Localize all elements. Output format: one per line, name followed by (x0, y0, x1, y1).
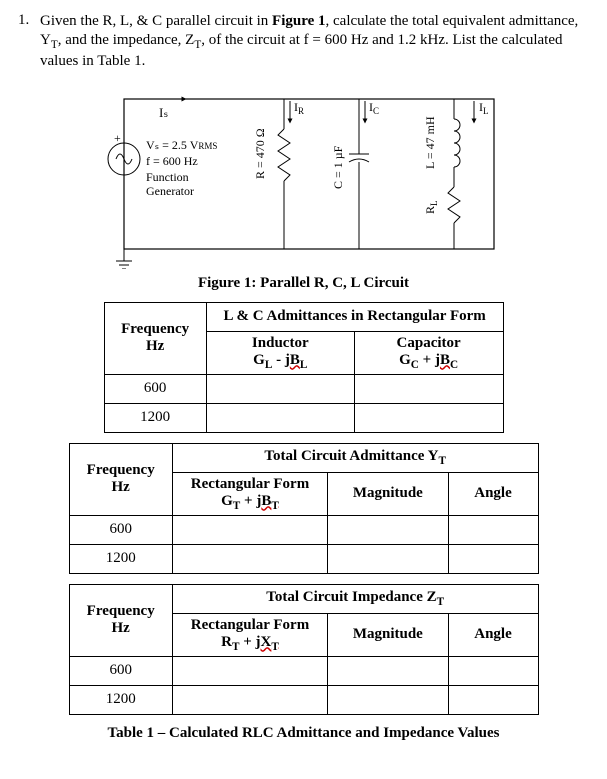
table-total-admittance: Frequency Hz Total Circuit Admittance YT… (69, 443, 539, 574)
t1-cap: Capacitor (397, 335, 461, 351)
table-total-impedance: Frequency Hz Total Circuit Impedance ZT … (69, 584, 539, 715)
t3-r2-rect (172, 685, 327, 714)
svg-text:IC: IC (369, 100, 379, 116)
t1-cap2e: C (450, 359, 458, 371)
t1-freq2: Hz (146, 338, 164, 354)
t1-ind2a: G (253, 352, 265, 368)
t1-r2-ind (206, 403, 354, 432)
t2-r2-ang (448, 544, 538, 573)
q-text-1: Given the R, L, & C parallel circuit in (40, 13, 272, 29)
t2-rect2a: G (221, 493, 233, 509)
t2-r1-freq: 600 (69, 515, 172, 544)
t2-r1-ang (448, 515, 538, 544)
t3-freq1: Frequency (87, 603, 155, 619)
table-caption: Table 1 – Calculated RLC Admittance and … (18, 725, 589, 742)
label-vs-rms: RMS (198, 141, 217, 151)
label-is: Iₛ (159, 105, 168, 120)
t3-r1-ang (448, 656, 538, 685)
t2-mag: Magnitude (328, 472, 448, 515)
t2-rect2e: T (271, 500, 279, 512)
svg-text:Vₛ = 2.5 VRMS: Vₛ = 2.5 VRMS (146, 138, 217, 152)
t2-span: Total Circuit Admittance Y (264, 448, 438, 464)
t2-ang: Angle (448, 472, 538, 515)
label-f: f = 600 Hz (146, 154, 198, 168)
svg-text:+: + (114, 131, 121, 145)
t1-r2-freq: 1200 (104, 403, 206, 432)
q-text-3: , and the impedance, Z (58, 32, 195, 48)
t2-r1-mag (328, 515, 448, 544)
t2-rect2c: + j (240, 493, 261, 509)
question-body: Given the R, L, & C parallel circuit in … (40, 12, 589, 71)
t3-rect2e: T (271, 641, 279, 653)
t3-rect2a: R (221, 634, 232, 650)
question-block: 1. Given the R, L, & C parallel circuit … (18, 12, 589, 71)
t1-ind: Inductor (252, 335, 309, 351)
table-lc-admittances: Frequency Hz L & C Admittances in Rectan… (104, 302, 504, 433)
t1-ind2e: L (300, 359, 308, 371)
t1-freq1: Frequency (121, 321, 189, 337)
t3-span-sub: T (437, 596, 445, 608)
t3-r2-mag (328, 685, 448, 714)
svg-text:RL: RL (423, 200, 439, 214)
t2-r1-rect (172, 515, 327, 544)
label-r: R = 470 Ω (253, 128, 267, 179)
t2-span-sub: T (438, 455, 446, 467)
label-ic-sub: C (373, 106, 379, 116)
t3-rect: Rectangular Form (191, 617, 309, 633)
t2-r2-rect (172, 544, 327, 573)
label-rl: R (423, 206, 437, 214)
t3-rect2c: + j (239, 634, 260, 650)
figure-caption: Figure 1: Parallel R, C, L Circuit (198, 275, 409, 292)
circuit-diagram: + Iₛ Vₛ = 2.5 VRMS f = 600 Hz Function G… (94, 79, 514, 269)
t1-cap2a: G (399, 352, 411, 368)
t3-ang: Angle (448, 613, 538, 656)
t1-span: L & C Admittances in Rectangular Form (206, 302, 503, 331)
t1-r1-freq: 600 (104, 374, 206, 403)
svg-text:IL: IL (479, 100, 489, 116)
t2-r2-mag (328, 544, 448, 573)
label-c: C = 1 µF (331, 145, 345, 189)
t2-freq2: Hz (112, 479, 130, 495)
t2-rect: Rectangular Form (191, 476, 309, 492)
q-figref: Figure 1 (272, 13, 325, 29)
label-gen: Generator (146, 184, 194, 198)
t2-rect2d: B (261, 493, 271, 509)
q-sub-t1: T (51, 39, 58, 51)
t2-freq1: Frequency (87, 462, 155, 478)
label-ir-sub: R (298, 106, 304, 116)
t1-cap2b: C (411, 359, 419, 371)
t3-r2-ang (448, 685, 538, 714)
t3-mag: Magnitude (328, 613, 448, 656)
t3-freq2: Hz (112, 620, 130, 636)
t3-span: Total Circuit Impedance Z (266, 589, 436, 605)
t3-r2-freq: 1200 (69, 685, 172, 714)
t1-cap2d: B (440, 352, 450, 368)
t3-r1-rect (172, 656, 327, 685)
t1-r1-ind (206, 374, 354, 403)
t3-rect2d: X (261, 634, 272, 650)
figure-wrap: + Iₛ Vₛ = 2.5 VRMS f = 600 Hz Function G… (18, 79, 589, 302)
label-func: Function (146, 170, 189, 184)
label-l: L = 47 mH (423, 116, 437, 169)
label-vs: Vₛ = 2.5 V (146, 138, 199, 152)
t1-r1-cap (354, 374, 503, 403)
svg-text:IR: IR (294, 100, 304, 116)
t1-ind2d: B (290, 352, 300, 368)
t1-cap2c: + j (419, 352, 440, 368)
label-il-sub: L (483, 106, 489, 116)
t1-ind2c: - j (272, 352, 290, 368)
t1-r2-cap (354, 403, 503, 432)
t3-r1-freq: 600 (69, 656, 172, 685)
question-number: 1. (18, 12, 40, 29)
label-rl-sub: L (429, 200, 439, 206)
t2-r2-freq: 1200 (69, 544, 172, 573)
t3-r1-mag (328, 656, 448, 685)
